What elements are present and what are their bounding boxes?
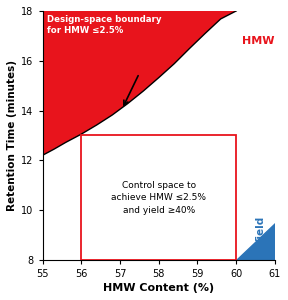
Text: Yield: Yield <box>256 217 266 246</box>
Text: Control space to
achieve HMW ≤2.5%
and yield ≥40%: Control space to achieve HMW ≤2.5% and y… <box>111 181 206 214</box>
Text: Design-space boundary
for HMW ≤2.5%: Design-space boundary for HMW ≤2.5% <box>47 15 162 35</box>
Bar <box>81 135 236 260</box>
Polygon shape <box>236 223 275 260</box>
Y-axis label: Retention Time (minutes): Retention Time (minutes) <box>7 60 17 211</box>
Polygon shape <box>43 11 236 155</box>
Text: HMW: HMW <box>242 36 274 46</box>
X-axis label: HMW Content (%): HMW Content (%) <box>103 283 214 293</box>
